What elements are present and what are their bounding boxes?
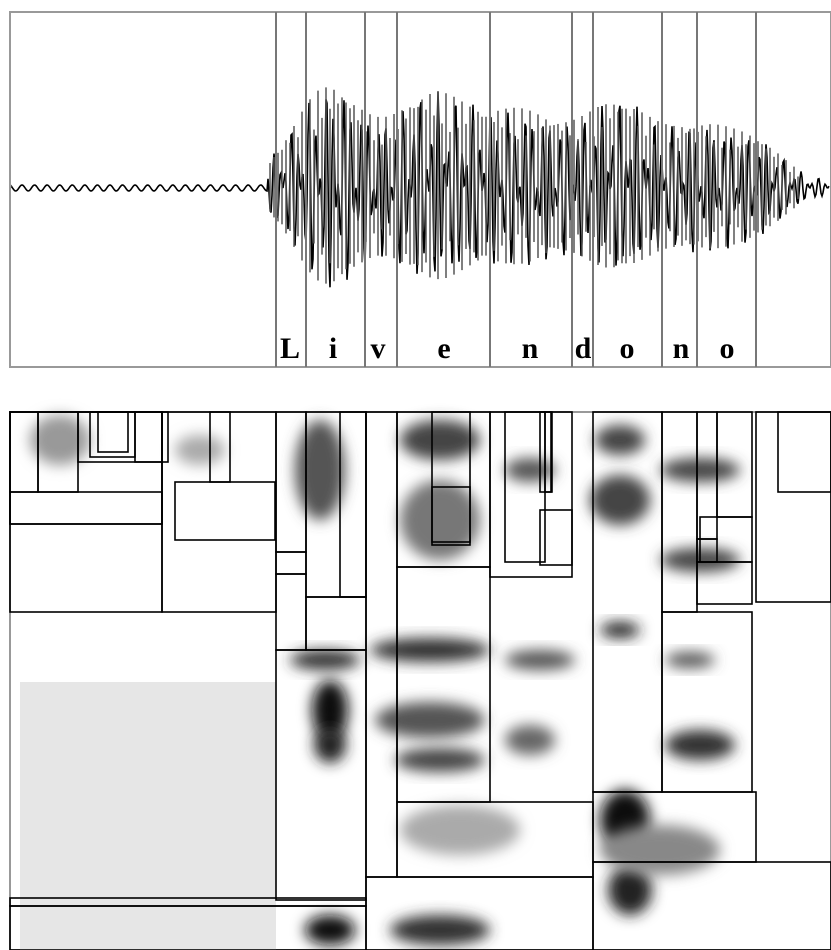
segment-label: n (522, 332, 539, 365)
spectral-energy (400, 480, 480, 560)
spectral-energy (505, 650, 575, 670)
spectral-energy (505, 458, 555, 482)
spectrogram-panel (10, 412, 831, 950)
spectral-energy (665, 652, 715, 668)
spectral-energy (175, 435, 225, 465)
segment-label: d (575, 332, 592, 365)
spectrogram-region (20, 682, 276, 950)
spectral-energy (660, 458, 740, 482)
page: Livendono (() => { const data = JSON.par… (0, 0, 831, 950)
segment-label: o (620, 332, 635, 365)
spectral-energy (400, 805, 520, 855)
spectral-energy (390, 915, 490, 945)
spectral-energy (295, 420, 345, 520)
segment-label: v (371, 332, 386, 365)
spectral-energy (370, 638, 490, 662)
spectral-energy (395, 748, 485, 772)
spectral-energy (30, 415, 90, 465)
spectral-energy (665, 730, 735, 760)
segment-label: L (280, 332, 300, 365)
segment-label: i (329, 332, 337, 365)
segment-label: o (720, 332, 735, 365)
spectral-energy (400, 420, 480, 460)
spectral-energy (595, 425, 645, 455)
spectral-energy (305, 915, 355, 945)
spectral-energy (290, 650, 360, 670)
spectral-energy (600, 825, 720, 875)
spectral-energy (590, 475, 650, 525)
spectral-energy (600, 622, 640, 638)
segment-label: e (437, 332, 450, 365)
segment-label: n (673, 332, 690, 365)
spectral-energy (375, 702, 485, 738)
spectral-energy (505, 725, 555, 755)
spectral-energy (314, 727, 346, 763)
figure: Livendono (0, 0, 831, 950)
